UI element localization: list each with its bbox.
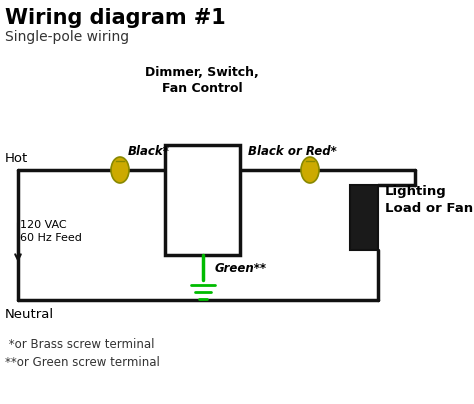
- Text: 120 VAC
60 Hz Feed: 120 VAC 60 Hz Feed: [20, 220, 82, 243]
- Text: Wiring diagram #1: Wiring diagram #1: [5, 8, 226, 28]
- Text: Black*: Black*: [128, 145, 170, 158]
- Text: Green**: Green**: [215, 262, 267, 275]
- Text: Single-pole wiring: Single-pole wiring: [5, 30, 129, 44]
- Bar: [350, 185, 378, 250]
- Text: Hot: Hot: [5, 152, 28, 165]
- Ellipse shape: [301, 157, 319, 183]
- Bar: [165, 145, 240, 255]
- Text: Black or Red*: Black or Red*: [248, 145, 337, 158]
- Text: Neutral: Neutral: [5, 308, 54, 321]
- Text: Lighting
Load or Fan: Lighting Load or Fan: [385, 185, 473, 215]
- Text: **or Green screw terminal: **or Green screw terminal: [5, 356, 160, 369]
- Text: Dimmer, Switch,
Fan Control: Dimmer, Switch, Fan Control: [145, 66, 259, 95]
- Text: *or Brass screw terminal: *or Brass screw terminal: [5, 338, 155, 351]
- Ellipse shape: [111, 157, 129, 183]
